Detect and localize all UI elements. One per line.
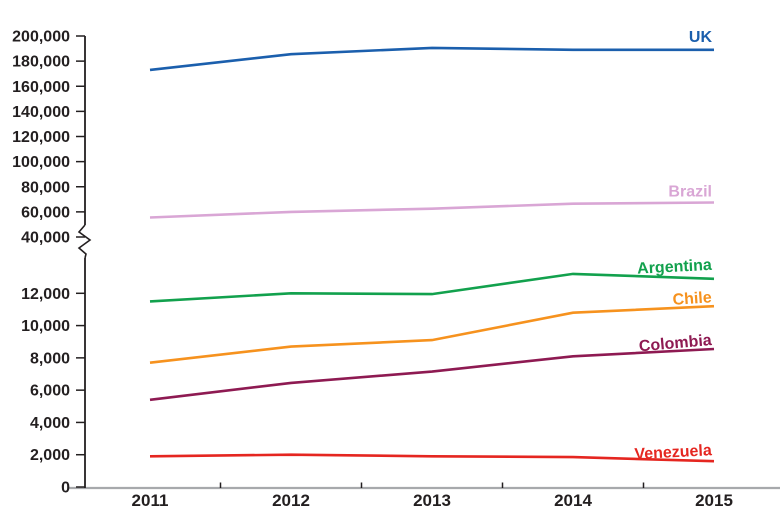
series-label-venezuela: Venezuela <box>634 442 712 463</box>
series-line-brazil <box>149 201 715 219</box>
y-tick-label: 4,000 <box>30 415 70 432</box>
x-tick-label: 2012 <box>272 491 310 510</box>
y-tick-label: 0 <box>61 480 70 497</box>
series-line-chile <box>149 304 715 364</box>
series-label-colombia: Colombia <box>638 332 712 355</box>
y-tick-label: 80,000 <box>21 179 70 196</box>
y-tick-label: 6,000 <box>30 383 70 400</box>
y-tick-label: 2,000 <box>30 447 70 464</box>
y-tick-label: 200,000 <box>12 29 70 46</box>
x-tick-label: 2013 <box>413 491 451 510</box>
series-label-chile: Chile <box>672 289 712 309</box>
series-label-uk: UK <box>689 29 713 46</box>
y-tick-label: 8,000 <box>30 350 70 367</box>
x-tick-label: 2015 <box>695 491 733 510</box>
y-tick-label: 12,000 <box>21 286 70 303</box>
y-tick-label: 140,000 <box>12 104 70 121</box>
series-label-brazil: Brazil <box>668 183 712 200</box>
y-tick-label: 160,000 <box>12 79 70 96</box>
series-line-venezuela <box>149 453 715 463</box>
y-tick-label: 60,000 <box>21 204 70 221</box>
series-line-argentina <box>149 272 715 303</box>
y-tick-label: 120,000 <box>12 129 70 146</box>
x-tick-label: 2014 <box>554 491 592 510</box>
y-tick-label: 100,000 <box>12 154 70 171</box>
y-tick-label: 180,000 <box>12 54 70 71</box>
series-line-colombia <box>149 347 715 402</box>
x-tick-label: 2011 <box>132 491 169 510</box>
y-tick-label: 10,000 <box>21 318 70 335</box>
series-label-argentina: Argentina <box>637 257 713 278</box>
axis-break-zigzag <box>77 224 92 259</box>
y-tick-label: 40,000 <box>21 230 70 247</box>
series-line-uk <box>149 46 714 72</box>
